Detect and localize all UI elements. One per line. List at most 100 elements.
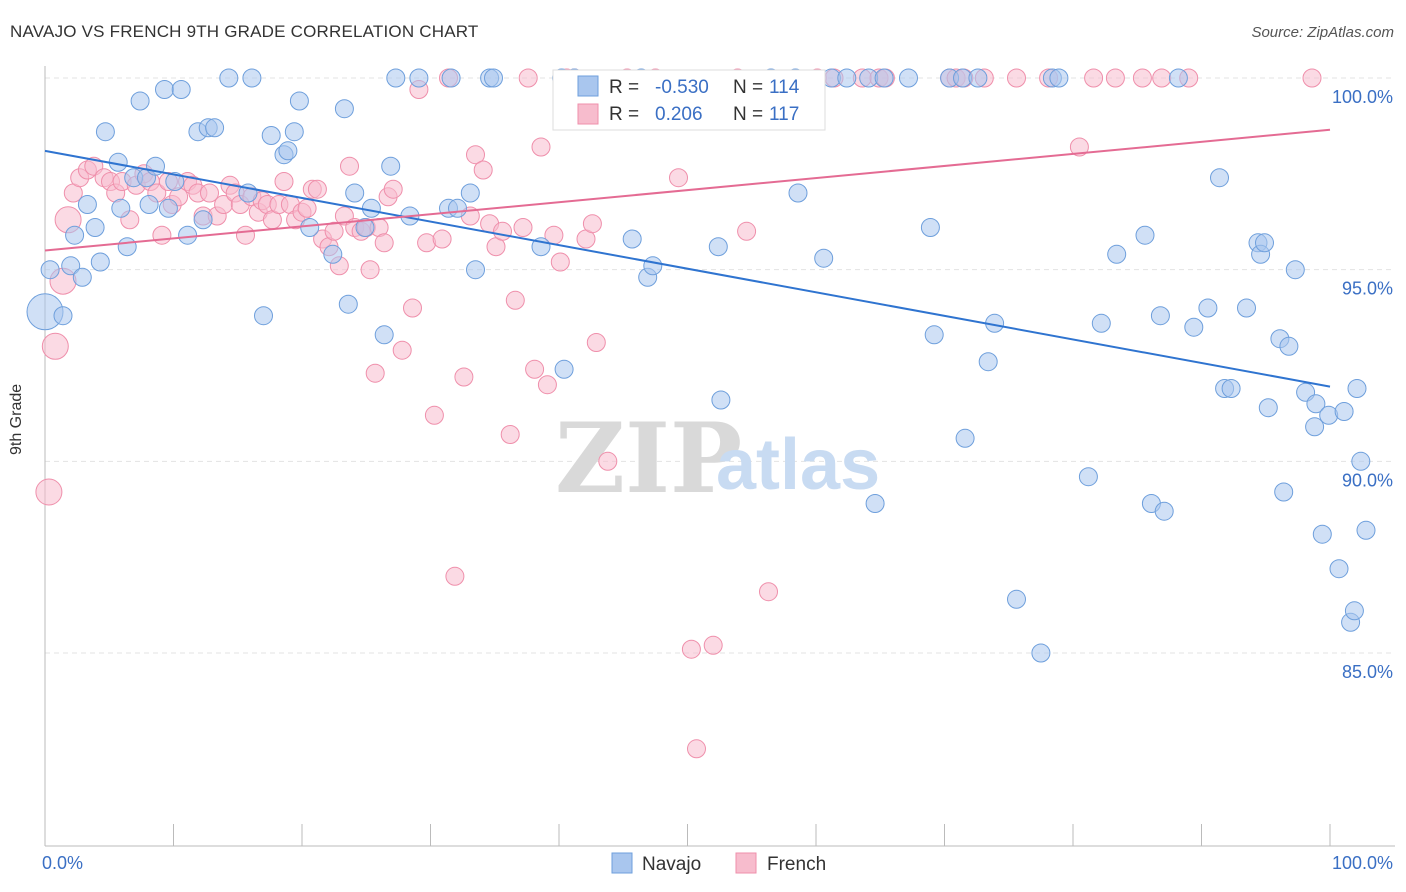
navajo-point xyxy=(643,256,663,276)
bottom-legend: Navajo French xyxy=(611,852,826,875)
french-point xyxy=(1132,68,1152,88)
navajo-point xyxy=(65,225,85,245)
french-point xyxy=(531,137,551,157)
french-point xyxy=(1084,68,1104,88)
navajo-point xyxy=(334,99,354,119)
french-point xyxy=(500,425,520,444)
french-trend-line xyxy=(44,128,1331,252)
french-point xyxy=(1105,68,1125,88)
navajo-point xyxy=(955,428,975,448)
french-point xyxy=(392,340,412,360)
navajo-point xyxy=(155,80,174,99)
navajo-point xyxy=(77,195,97,214)
french-r-value: 0.206 xyxy=(655,104,703,125)
navajo-n-label: N = xyxy=(733,77,763,98)
navajo-point xyxy=(1306,394,1326,414)
watermark-zip: ZIP xyxy=(555,402,742,515)
y-tick-label-1: 90.0% xyxy=(1342,470,1393,490)
french-point xyxy=(513,218,533,237)
french-point xyxy=(759,582,778,602)
legend-french-label[interactable]: French xyxy=(767,854,826,875)
watermark-atlas: atlas xyxy=(716,425,880,505)
navajo-point xyxy=(338,294,358,314)
navajo-point xyxy=(1184,317,1204,337)
french-point xyxy=(493,221,512,241)
french-point xyxy=(236,225,255,245)
french-point xyxy=(703,635,723,655)
navajo-point xyxy=(381,156,401,176)
navajo-point xyxy=(171,80,191,99)
navajo-point xyxy=(788,183,808,203)
navajo-point xyxy=(278,141,298,161)
navajo-point xyxy=(1237,298,1256,318)
tick-labels: 85.0% 90.0% 95.0% 100.0% 0.0% 100.0% xyxy=(42,87,1393,873)
french-r-label: R = xyxy=(609,104,639,125)
french-point xyxy=(360,260,380,280)
legend-navajo-swatch[interactable] xyxy=(611,852,633,874)
navajo-point xyxy=(40,260,60,280)
french-point xyxy=(681,639,701,659)
french-point xyxy=(41,332,69,360)
navajo-point xyxy=(355,218,375,237)
navajo-point xyxy=(874,68,894,88)
navajo-point xyxy=(708,237,728,257)
navajo-point xyxy=(1154,501,1174,521)
navajo-point xyxy=(1078,467,1098,487)
legend-french-swatch[interactable] xyxy=(735,852,757,874)
french-point xyxy=(466,145,485,165)
navajo-point xyxy=(61,256,81,276)
navajo-point xyxy=(386,68,406,88)
french-point xyxy=(687,739,706,759)
french-point xyxy=(297,198,317,218)
french-point xyxy=(365,363,385,383)
navajo-trend-line xyxy=(44,149,1331,388)
y-tick-label-2: 95.0% xyxy=(1342,279,1393,299)
navajo-point xyxy=(1007,589,1026,609)
gridlines xyxy=(45,77,1395,654)
navajo-point xyxy=(345,183,365,203)
navajo-point xyxy=(111,198,131,218)
navajo-point xyxy=(1150,306,1170,326)
french-point xyxy=(598,451,618,471)
french-point xyxy=(417,233,437,253)
legend-navajo-label[interactable]: Navajo xyxy=(642,854,701,875)
navajo-point xyxy=(1344,601,1364,621)
navajo-points xyxy=(26,68,1376,663)
navajo-point xyxy=(72,267,92,287)
navajo-point xyxy=(1091,313,1111,333)
navajo-point xyxy=(117,237,137,257)
navajo-point xyxy=(1168,68,1188,88)
french-point xyxy=(1069,137,1089,157)
french-point xyxy=(424,405,444,425)
navajo-r-value: -0.530 xyxy=(655,77,709,98)
navajo-point xyxy=(1135,225,1155,245)
axes xyxy=(44,66,1395,847)
navajo-point xyxy=(1279,336,1299,356)
y-tick-label-3: 100.0% xyxy=(1332,87,1393,107)
navajo-point xyxy=(448,198,467,218)
navajo-point xyxy=(178,225,198,245)
x-tick-label-0: 0.0% xyxy=(42,853,83,873)
navajo-point xyxy=(924,325,944,345)
navajo-point xyxy=(1049,68,1069,88)
navajo-point xyxy=(130,91,150,111)
navajo-point xyxy=(814,248,834,268)
french-point xyxy=(403,298,422,318)
navajo-point xyxy=(1107,244,1127,264)
navajo-point xyxy=(300,218,320,237)
navajo-point xyxy=(711,390,731,410)
navajo-point xyxy=(1285,260,1305,280)
navajo-point xyxy=(1221,379,1241,398)
french-point xyxy=(525,359,545,379)
navajo-point xyxy=(53,306,73,326)
navajo-point xyxy=(165,172,185,191)
navajo-point xyxy=(1312,524,1332,544)
navajo-point xyxy=(1356,520,1376,540)
french-point xyxy=(274,172,294,191)
french-point xyxy=(445,566,465,586)
french-point xyxy=(550,252,570,272)
french-point xyxy=(1007,68,1026,88)
navajo-point xyxy=(242,68,262,88)
navajo-point xyxy=(1351,451,1371,471)
navajo-point xyxy=(1334,402,1354,421)
